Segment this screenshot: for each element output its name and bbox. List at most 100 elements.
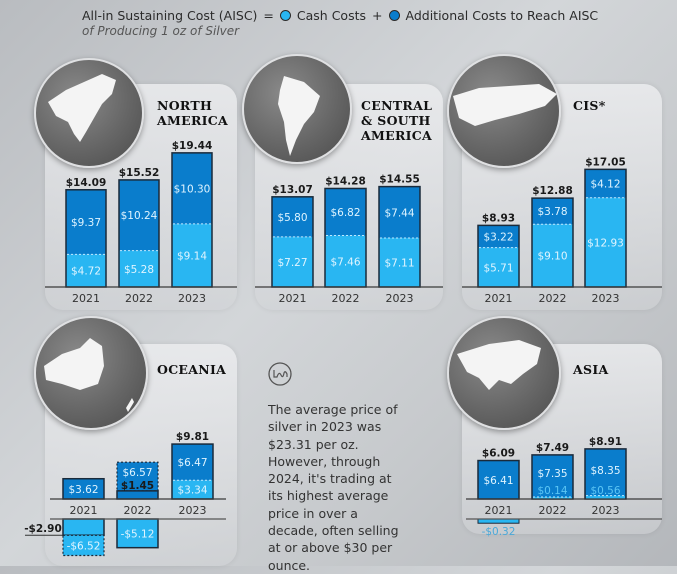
total-value-label: $7.49: [536, 442, 569, 454]
north-america-globe-icon: [34, 58, 144, 168]
additional-value-label: $3.62: [68, 484, 98, 496]
bar-additional-costs: [172, 152, 212, 224]
title-line: NORTH: [157, 98, 213, 113]
total-value-label: $14.28: [325, 175, 366, 187]
bar-additional-costs: [531, 454, 574, 500]
bar-cash-costs: [585, 197, 626, 287]
bar-net-negative: [62, 518, 105, 536]
cash-value-label: $7.46: [330, 256, 360, 268]
additional-value-label: $6.82: [330, 207, 360, 219]
legend-subtitle: of Producing 1 oz of Silver: [82, 24, 240, 38]
bar-additional-costs: [477, 459, 520, 500]
price-wave-icon: [268, 362, 292, 386]
bar-cash-costs: [478, 247, 519, 287]
year-tick-label: 2021: [70, 504, 98, 517]
cash-costs-swatch-icon: [279, 10, 291, 21]
bar-cash-costs: [379, 237, 420, 287]
total-value-label: $12.88: [532, 185, 573, 197]
bar-additional-costs: [272, 196, 313, 237]
total-value-label: $9.81: [176, 431, 209, 443]
silver-price-note: The average price of silver in 2023 was …: [268, 402, 399, 573]
region-title-asia: ASIA: [573, 362, 608, 377]
additional-value-label: $3.22: [483, 231, 513, 243]
additional-value-label: $7.35: [537, 468, 567, 480]
year-tick-label: 2021: [279, 292, 307, 305]
bar-additional-costs: [584, 448, 627, 500]
year-tick-label: 2021: [485, 292, 513, 305]
year-tick-label: 2021: [485, 504, 513, 517]
bar-cash-costs: [66, 254, 106, 287]
bar-cash-costs: [532, 224, 573, 287]
cash-value-label: $7.27: [277, 257, 307, 269]
bar-cash-costs: [533, 497, 572, 499]
bar-net-total: [116, 490, 159, 500]
additional-value-label: $4.12: [590, 179, 620, 191]
year-tick-label: 2022: [539, 292, 567, 305]
bar-cash-costs-dotted: [62, 534, 105, 557]
total-value-label: $6.09: [482, 448, 515, 460]
year-tick-label: 2023: [592, 504, 620, 517]
legend-cash-label: Cash Costs: [296, 8, 367, 23]
year-tick-label: 2022: [124, 504, 152, 517]
cash-value-label: $0.56: [590, 485, 620, 497]
region-title-north-america: NORTH AMERICA: [157, 98, 228, 128]
cash-value-label: $5.71: [483, 262, 513, 274]
year-tick-label: 2022: [125, 292, 153, 305]
additional-value-label: $6.41: [483, 475, 513, 487]
region-title-central-south-america: CENTRAL & SOUTH AMERICA: [361, 98, 432, 143]
oceania-globe-icon: [34, 316, 148, 430]
legend-additional-label: Additional Costs to Reach AISC: [405, 8, 599, 23]
cash-value-label: $5.28: [124, 264, 154, 276]
year-tick-label: 2023: [179, 504, 207, 517]
legend-equals: =: [263, 8, 274, 23]
total-value-label: $14.09: [66, 177, 107, 189]
year-tick-label: 2023: [386, 292, 414, 305]
cash-value-label: $12.93: [587, 237, 624, 249]
cis-globe-icon: [447, 54, 561, 168]
bar-additional-costs: [172, 444, 213, 481]
bar-additional-costs: [66, 189, 106, 255]
cash-value-label: $9.10: [537, 251, 567, 263]
additional-value-label: $10.24: [121, 210, 158, 222]
bar-additional-costs: [585, 169, 626, 198]
bar-cash-costs: [586, 495, 625, 499]
legend-plus: +: [372, 8, 383, 23]
title-line: ASIA: [573, 362, 609, 377]
year-tick-label: 2023: [178, 292, 206, 305]
cash-value-label: -$6.52: [67, 540, 101, 552]
cash-value-label: $7.11: [384, 257, 414, 269]
total-value-label: $1.45: [121, 480, 154, 492]
legend-title: All-in Sustaining Cost (AISC): [82, 8, 258, 23]
bar-additional-costs-dotted: [116, 461, 159, 492]
bar-cash-costs: [116, 518, 159, 549]
legend: All-in Sustaining Cost (AISC) = Cash Cos…: [66, 8, 598, 38]
total-value-label: $8.93: [482, 212, 515, 224]
bar-additional-costs: [532, 198, 573, 225]
total-value-label: $8.91: [589, 436, 622, 448]
additional-value-label: $7.44: [384, 207, 414, 219]
asia-globe-icon: [447, 316, 561, 430]
bar-additional-costs: [379, 186, 420, 238]
year-tick-label: 2022: [539, 504, 567, 517]
cash-value-label: $9.14: [177, 250, 207, 262]
cash-value-label: $3.34: [177, 485, 207, 497]
additional-value-label: $3.78: [537, 206, 567, 218]
year-tick-label: 2021: [72, 292, 100, 305]
total-value-label: $19.44: [172, 140, 213, 152]
bar-cash-costs: [172, 223, 212, 287]
additional-costs-swatch-icon: [388, 10, 400, 21]
additional-value-label: $10.30: [174, 183, 211, 195]
title-line: CENTRAL: [361, 98, 433, 113]
title-line: AMERICA: [157, 113, 229, 128]
bar-cash-costs: [272, 236, 313, 287]
title-line: & SOUTH: [361, 113, 431, 128]
total-value-label: $15.52: [119, 167, 160, 179]
year-tick-label: 2023: [592, 292, 620, 305]
cash-value-label: -$0.32: [482, 526, 516, 538]
region-title-cis: CIS*: [573, 98, 606, 113]
south-america-globe-icon: [242, 54, 352, 164]
additional-value-label: $5.80: [277, 212, 307, 224]
bar-cash-costs: [172, 480, 213, 499]
title-line: CIS*: [573, 98, 606, 113]
